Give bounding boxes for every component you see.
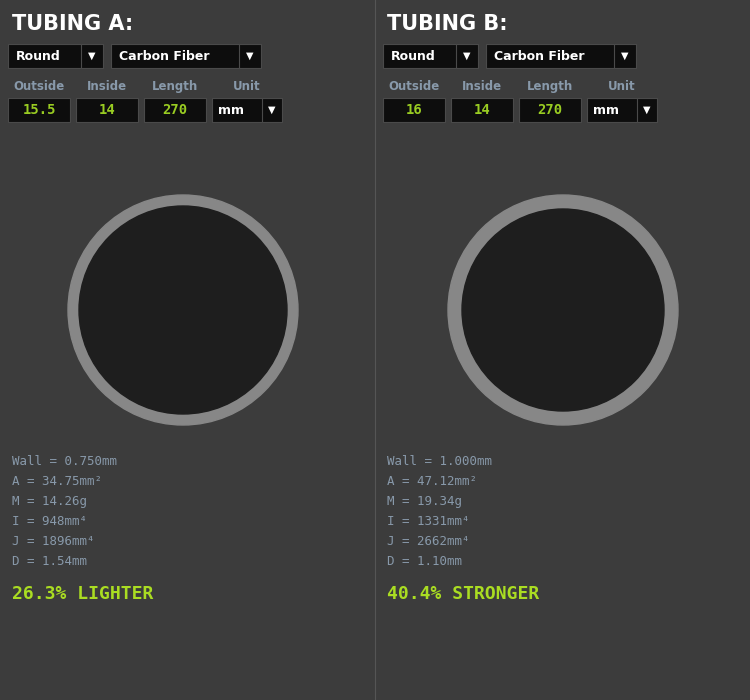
Text: Outside: Outside <box>13 80 64 93</box>
FancyBboxPatch shape <box>451 98 513 122</box>
FancyBboxPatch shape <box>456 44 478 68</box>
Text: M = 19.34g: M = 19.34g <box>387 495 462 508</box>
Text: Outside: Outside <box>388 80 439 93</box>
FancyBboxPatch shape <box>239 44 261 68</box>
Text: 15.5: 15.5 <box>22 103 56 117</box>
Text: D = 1.54mm: D = 1.54mm <box>12 555 87 568</box>
Text: Wall = 0.750mm: Wall = 0.750mm <box>12 455 117 468</box>
Text: Carbon Fiber: Carbon Fiber <box>494 50 584 62</box>
FancyBboxPatch shape <box>614 44 636 68</box>
FancyBboxPatch shape <box>144 98 206 122</box>
Text: TUBING A:: TUBING A: <box>12 14 134 34</box>
Text: ▼: ▼ <box>268 105 276 115</box>
Text: 14: 14 <box>474 103 490 117</box>
Text: 270: 270 <box>538 103 562 117</box>
Text: A = 34.75mm²: A = 34.75mm² <box>12 475 102 488</box>
Text: Length: Length <box>152 80 198 93</box>
Text: 16: 16 <box>406 103 422 117</box>
FancyBboxPatch shape <box>383 44 478 68</box>
FancyBboxPatch shape <box>262 98 282 122</box>
Text: ▼: ▼ <box>88 51 96 61</box>
Text: Length: Length <box>526 80 573 93</box>
FancyBboxPatch shape <box>212 98 282 122</box>
FancyBboxPatch shape <box>8 98 70 122</box>
Text: I = 1331mm⁴: I = 1331mm⁴ <box>387 515 470 528</box>
Text: 26.3% LIGHTER: 26.3% LIGHTER <box>12 585 153 603</box>
Circle shape <box>68 195 298 425</box>
Circle shape <box>79 206 287 414</box>
FancyBboxPatch shape <box>637 98 657 122</box>
Text: Carbon Fiber: Carbon Fiber <box>119 50 209 62</box>
FancyBboxPatch shape <box>519 98 581 122</box>
Text: ▼: ▼ <box>621 51 628 61</box>
Text: ▼: ▼ <box>644 105 651 115</box>
Text: 14: 14 <box>99 103 116 117</box>
FancyBboxPatch shape <box>8 44 103 68</box>
Circle shape <box>448 195 678 425</box>
FancyBboxPatch shape <box>81 44 103 68</box>
Text: Unit: Unit <box>608 80 636 93</box>
FancyBboxPatch shape <box>76 98 138 122</box>
Text: 40.4% STRONGER: 40.4% STRONGER <box>387 585 539 603</box>
Text: Round: Round <box>16 50 61 62</box>
FancyBboxPatch shape <box>587 98 657 122</box>
Text: Unit: Unit <box>233 80 261 93</box>
Text: J = 1896mm⁴: J = 1896mm⁴ <box>12 535 94 548</box>
Text: Wall = 1.000mm: Wall = 1.000mm <box>387 455 492 468</box>
Circle shape <box>462 209 664 411</box>
Text: ▼: ▼ <box>464 51 471 61</box>
Text: Round: Round <box>391 50 436 62</box>
Text: Inside: Inside <box>462 80 502 93</box>
Text: mm: mm <box>593 104 619 116</box>
Text: TUBING B:: TUBING B: <box>387 14 508 34</box>
Text: mm: mm <box>218 104 244 116</box>
FancyBboxPatch shape <box>486 44 636 68</box>
Text: A = 47.12mm²: A = 47.12mm² <box>387 475 477 488</box>
Text: M = 14.26g: M = 14.26g <box>12 495 87 508</box>
Text: J = 2662mm⁴: J = 2662mm⁴ <box>387 535 470 548</box>
Text: I = 948mm⁴: I = 948mm⁴ <box>12 515 87 528</box>
Text: Inside: Inside <box>87 80 127 93</box>
Text: 270: 270 <box>163 103 188 117</box>
FancyBboxPatch shape <box>111 44 261 68</box>
Text: D = 1.10mm: D = 1.10mm <box>387 555 462 568</box>
Text: ▼: ▼ <box>246 51 254 61</box>
FancyBboxPatch shape <box>383 98 445 122</box>
